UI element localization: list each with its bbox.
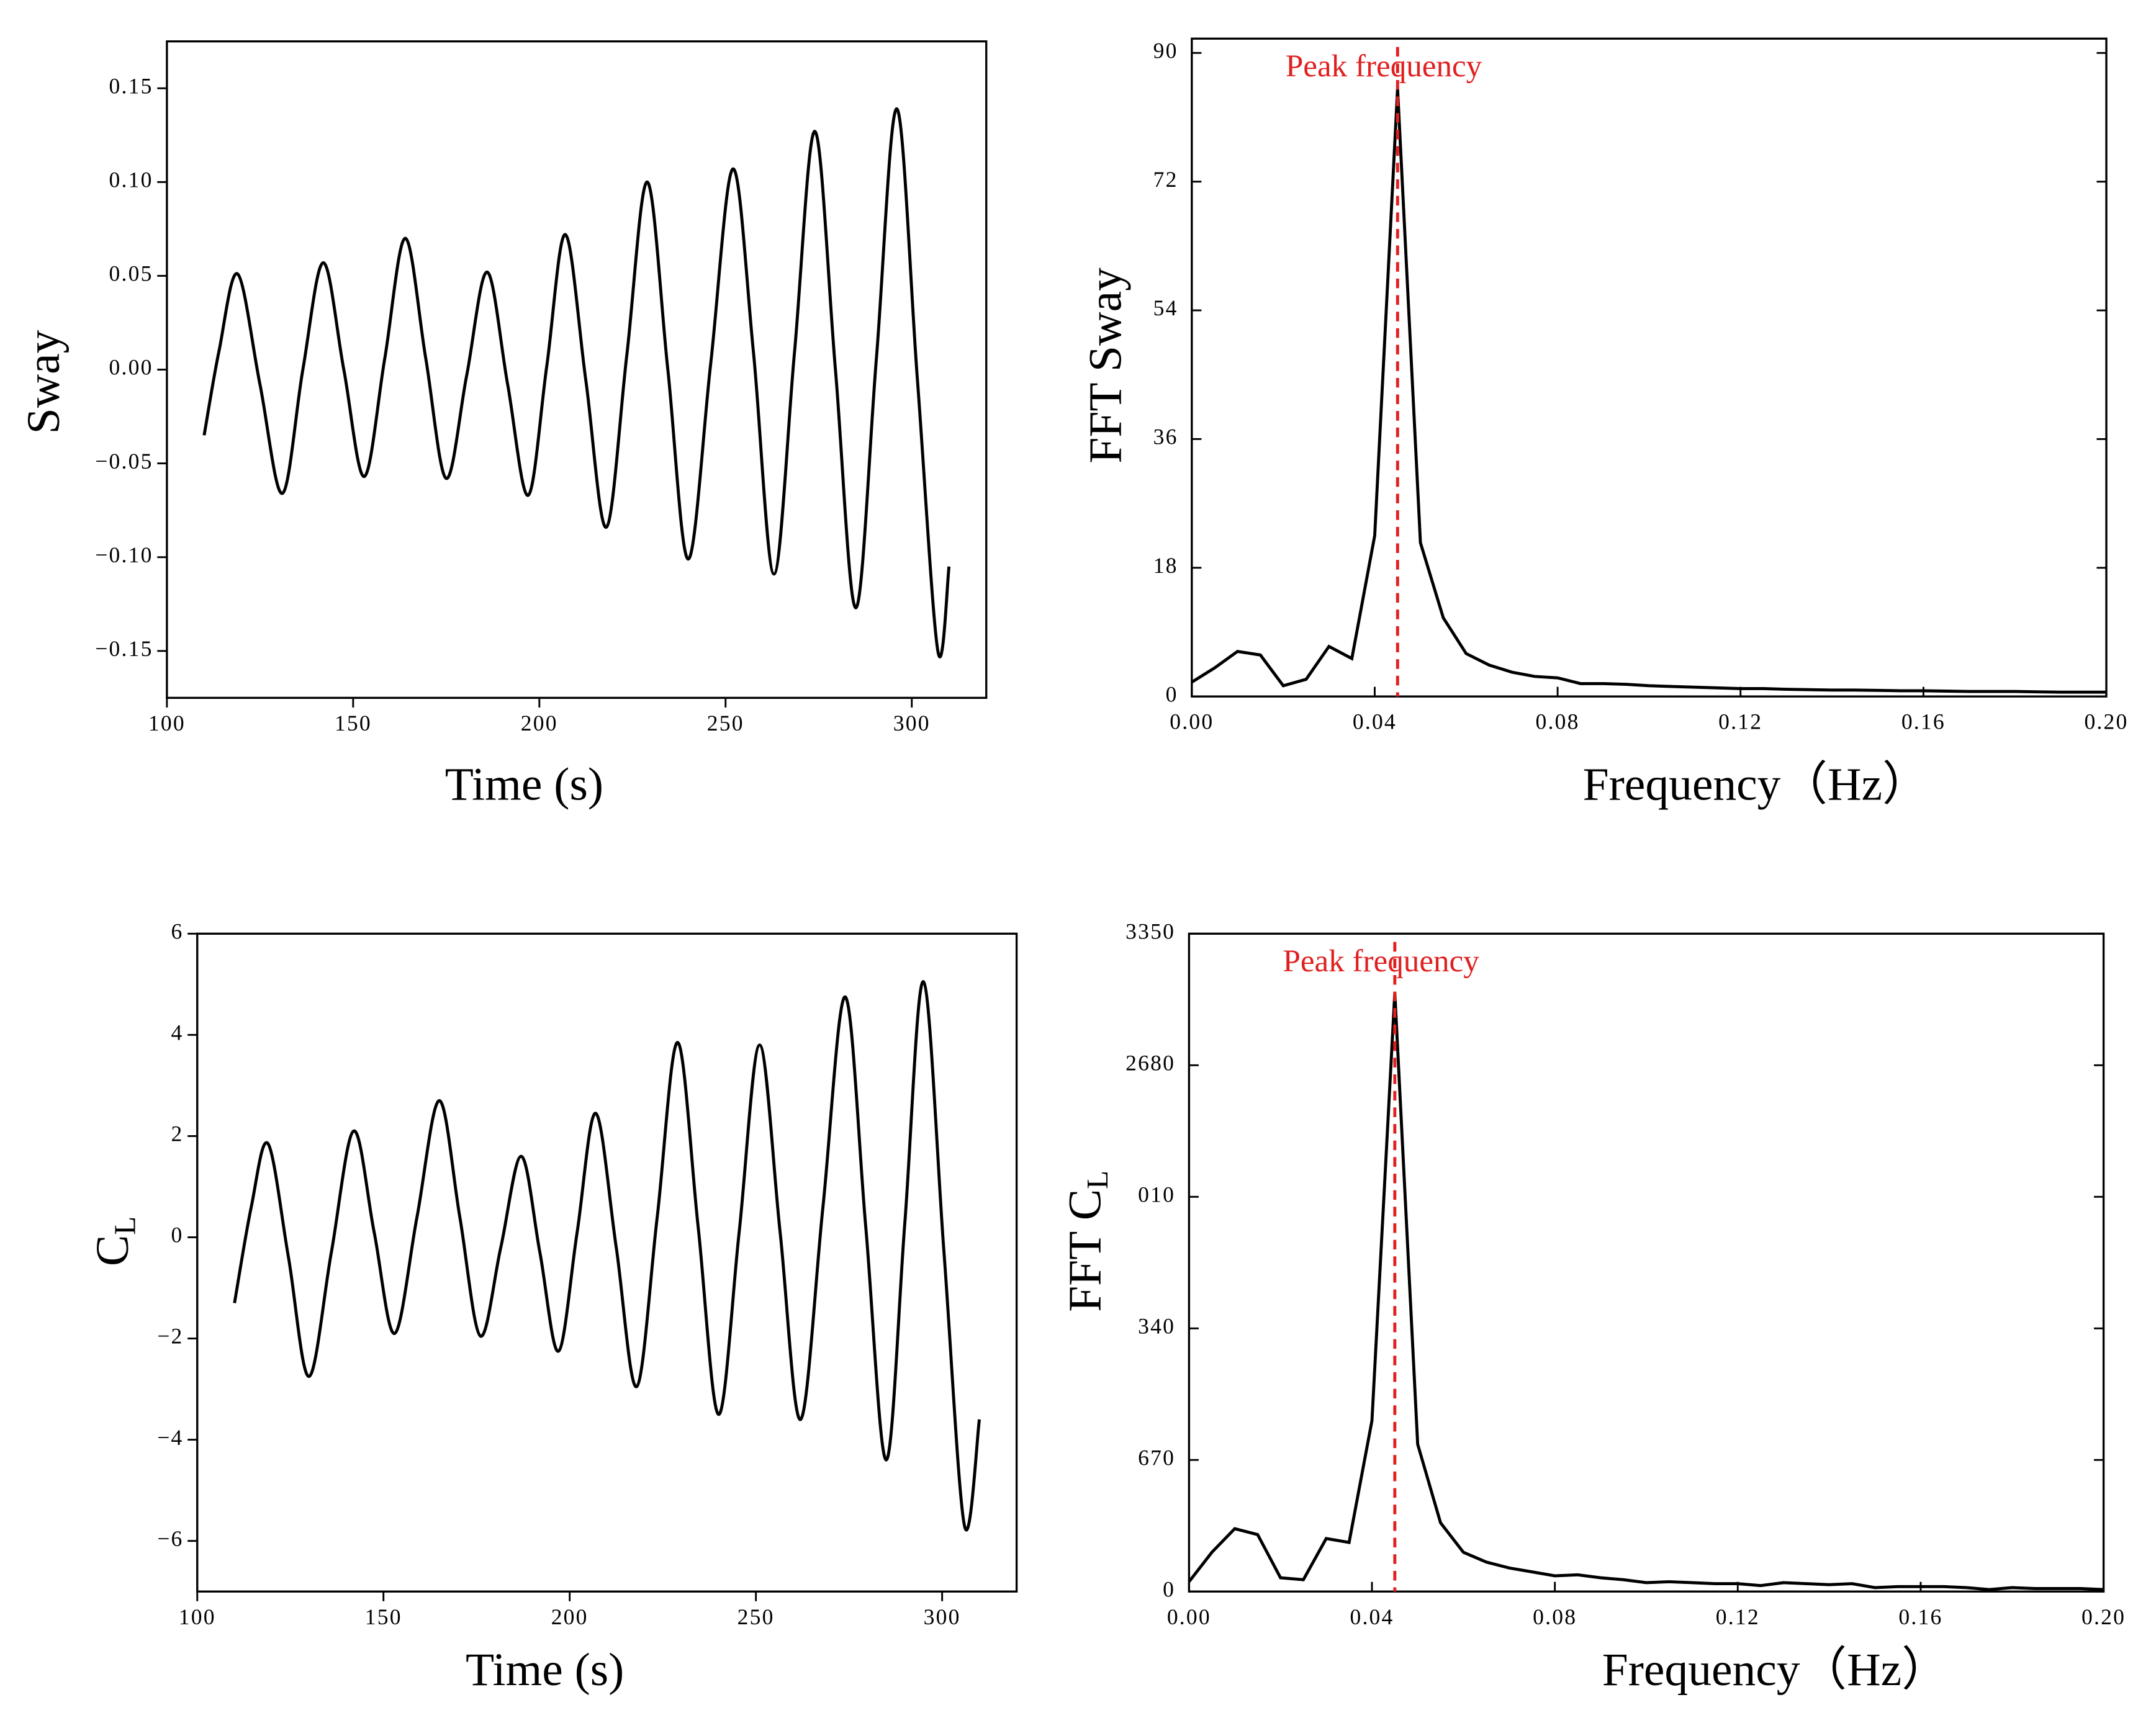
x-axis-title: Frequency（Hz）	[1602, 1644, 1949, 1696]
y-tick-label: 2	[171, 1122, 184, 1146]
y-tick-label: 6	[171, 919, 184, 943]
x-tick-label: 0.12	[1718, 709, 1762, 734]
x-tick-label: 0.16	[1901, 709, 1946, 734]
y-axis-title-main: FFT C	[1060, 1189, 1111, 1312]
x-tick-label: 0.04	[1353, 709, 1397, 734]
data-line	[1191, 88, 2107, 694]
x-tick-label: 300	[893, 711, 931, 735]
y-axis-title-main: C	[87, 1235, 138, 1266]
x-tick-label: 150	[365, 1604, 402, 1629]
y-tick-label: 36	[1153, 425, 1178, 449]
y-axis-title: FFT Sway	[1080, 268, 1132, 464]
y-tick-label: −0.15	[95, 636, 153, 661]
x-tick-label: 0.00	[1167, 1604, 1211, 1629]
y-tick-label: −6	[157, 1526, 183, 1551]
y-tick-label: 72	[1153, 167, 1178, 192]
y-tick-label: 0.00	[109, 355, 153, 380]
y-tick-label: −0.05	[95, 449, 153, 474]
y-tick-label: 0	[171, 1223, 184, 1248]
y-axis-title-sub: L	[108, 1217, 142, 1235]
y-axis-title: FFT CL	[1060, 1171, 1115, 1312]
peak-label: Peak frequency	[1283, 943, 1479, 979]
x-tick-label: 150	[335, 711, 372, 735]
x-tick-label: 250	[737, 1604, 775, 1629]
y-tick-label: 0.05	[109, 261, 153, 286]
x-axis-title: Time (s)	[466, 1644, 624, 1696]
x-tick-label: 200	[521, 711, 558, 735]
y-tick-label: 0	[1166, 681, 1178, 706]
x-tick-label: 0.20	[2084, 709, 2128, 734]
x-tick-label: 0.08	[1536, 709, 1580, 734]
y-tick-label: 0	[1163, 1576, 1175, 1601]
y-tick-label: −4	[157, 1425, 183, 1450]
y-tick-label: −0.10	[95, 542, 153, 567]
y-axis-title: CL	[87, 1217, 142, 1266]
plot-frame	[166, 40, 988, 699]
y-tick-label: 54	[1153, 295, 1178, 320]
y-tick-label: 18	[1153, 553, 1178, 578]
x-axis-title: Frequency（Hz）	[1583, 758, 1929, 810]
y-tick-label: 2680	[1125, 1050, 1175, 1075]
plot-frame	[196, 932, 1018, 1593]
y-tick-label: 4	[171, 1020, 184, 1045]
x-tick-label: 300	[924, 1604, 961, 1629]
y-tick-label: 3350	[1125, 919, 1175, 943]
x-tick-label: 250	[707, 711, 744, 735]
y-axis-title-main: Sway	[18, 330, 70, 434]
x-tick-label: 100	[148, 711, 186, 735]
y-tick-label: 90	[1153, 38, 1178, 63]
x-tick-label: 0.12	[1716, 1604, 1760, 1629]
x-tick-label: 200	[551, 1604, 589, 1629]
y-tick-label: 340	[1138, 1313, 1175, 1338]
x-tick-label: 100	[179, 1604, 216, 1629]
data-line	[233, 980, 981, 1532]
y-tick-label: −2	[157, 1324, 183, 1349]
x-tick-label: 0.16	[1898, 1604, 1942, 1629]
x-tick-label: 0.20	[2082, 1604, 2126, 1629]
y-axis-title: Sway	[18, 330, 70, 434]
y-tick-label: 0.10	[109, 167, 153, 192]
peak-label: Peak frequency	[1286, 48, 1482, 84]
data-line	[1188, 992, 2104, 1591]
plot-frame	[1188, 932, 2105, 1593]
x-axis-title: Time (s)	[445, 758, 603, 810]
y-tick-label: 0.15	[109, 73, 153, 98]
x-tick-label: 0.00	[1170, 709, 1214, 734]
y-tick-label: 010	[1138, 1182, 1175, 1207]
data-line	[202, 107, 951, 659]
plot-frame	[1191, 37, 2108, 698]
x-tick-label: 0.04	[1350, 1604, 1394, 1629]
y-axis-title-main: FFT Sway	[1080, 268, 1132, 464]
x-tick-label: 0.08	[1533, 1604, 1577, 1629]
y-tick-label: 670	[1138, 1445, 1175, 1470]
y-axis-title-sub: L	[1080, 1171, 1114, 1189]
